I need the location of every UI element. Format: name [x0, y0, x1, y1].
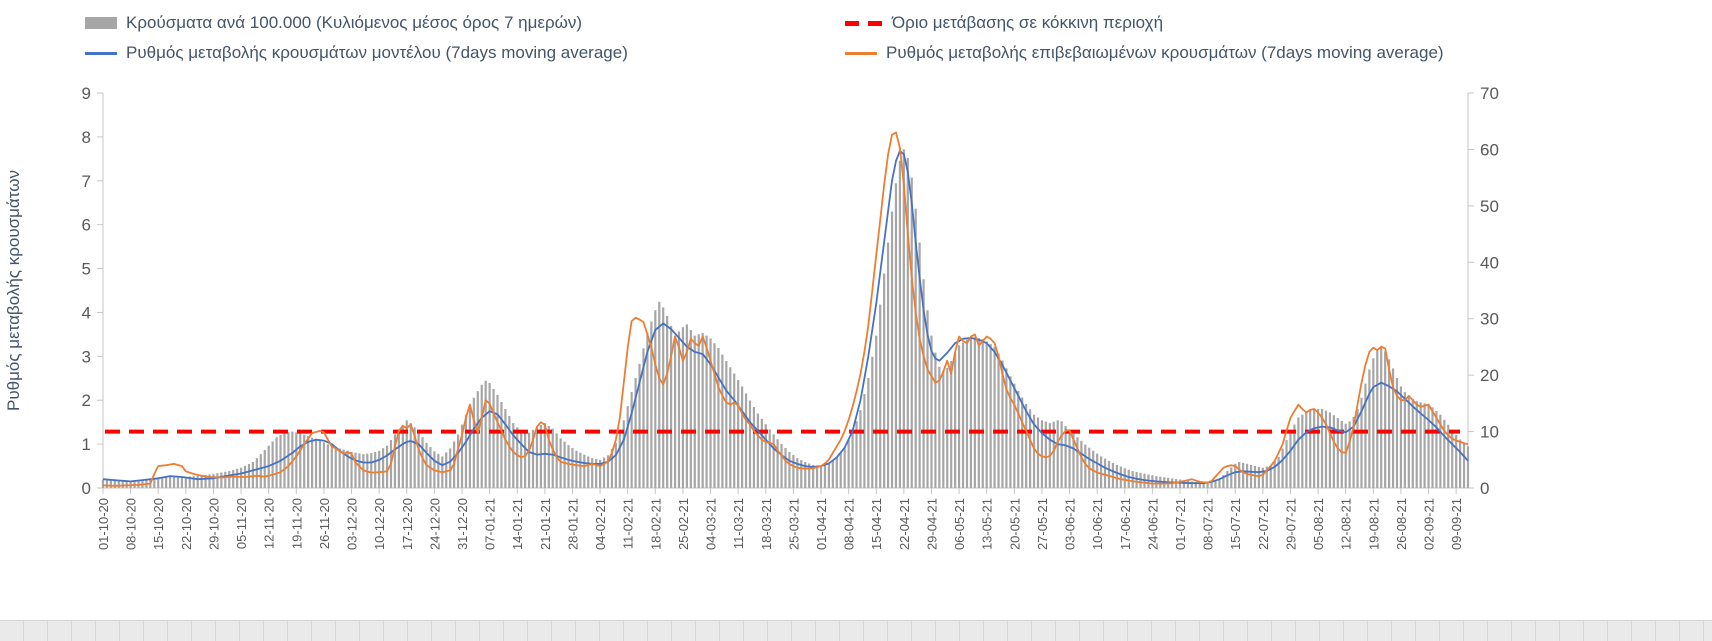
svg-text:05-11-20: 05-11-20 [234, 498, 249, 549]
svg-text:18-02-21: 18-02-21 [648, 498, 663, 550]
svg-text:26-11-20: 26-11-20 [317, 498, 332, 549]
left-axis-title: Ρυθμός μεταβολής κρουσμάτων [4, 170, 23, 411]
spreadsheet-gridline-strip [0, 620, 1712, 641]
svg-text:03-06-21: 03-06-21 [1063, 498, 1078, 550]
svg-text:04-02-21: 04-02-21 [593, 498, 608, 550]
svg-text:14-01-21: 14-01-21 [510, 498, 525, 550]
svg-text:27-05-21: 27-05-21 [1035, 498, 1050, 550]
svg-text:70: 70 [1480, 84, 1499, 103]
svg-text:18-03-21: 18-03-21 [759, 498, 774, 550]
svg-text:20-05-21: 20-05-21 [1007, 498, 1022, 550]
right-axis-labels: 0 10 20 30 40 50 60 70 [1480, 84, 1499, 498]
svg-text:25-02-21: 25-02-21 [676, 498, 691, 550]
svg-text:13-05-21: 13-05-21 [980, 498, 995, 550]
svg-text:19-08-21: 19-08-21 [1366, 498, 1381, 550]
svg-text:21-01-21: 21-01-21 [538, 498, 553, 550]
svg-text:31-12-20: 31-12-20 [455, 498, 470, 550]
svg-text:24-12-20: 24-12-20 [427, 498, 442, 550]
svg-text:29-04-21: 29-04-21 [924, 498, 939, 550]
svg-text:20: 20 [1480, 366, 1499, 385]
svg-text:3: 3 [82, 347, 91, 366]
svg-text:29-10-20: 29-10-20 [206, 498, 221, 550]
svg-text:08-04-21: 08-04-21 [842, 498, 857, 550]
svg-text:02-09-21: 02-09-21 [1422, 498, 1437, 550]
confirmed-rate-line [102, 131, 1469, 487]
svg-text:10-12-20: 10-12-20 [372, 498, 387, 550]
svg-text:01-10-20: 01-10-20 [96, 498, 111, 550]
svg-text:12-11-20: 12-11-20 [262, 498, 277, 549]
svg-text:04-03-21: 04-03-21 [704, 498, 719, 550]
svg-text:25-03-21: 25-03-21 [786, 498, 801, 550]
svg-text:4: 4 [82, 303, 91, 322]
svg-text:01-07-21: 01-07-21 [1173, 498, 1188, 550]
svg-text:10: 10 [1480, 423, 1499, 442]
legend-item-bars: Κρούσματα ανά 100.000 (Κυλιόμενος μέσος … [85, 10, 582, 36]
svg-text:12-08-21: 12-08-21 [1339, 498, 1354, 550]
bars-series [101, 149, 1470, 489]
legend-label-bars: Κρούσματα ανά 100.000 (Κυλιόμενος μέσος … [126, 13, 583, 32]
svg-text:24-06-21: 24-06-21 [1145, 498, 1160, 550]
legend-item-threshold: Όριο μετάβασης σε κόκκινη περιοχή [845, 10, 1163, 36]
svg-text:8: 8 [82, 128, 91, 147]
svg-text:06-05-21: 06-05-21 [952, 498, 967, 550]
svg-text:22-07-21: 22-07-21 [1256, 498, 1271, 550]
svg-text:17-12-20: 17-12-20 [400, 498, 415, 550]
confirmed-line-swatch-icon [845, 51, 877, 55]
svg-text:1: 1 [82, 435, 91, 454]
svg-text:03-12-20: 03-12-20 [345, 498, 360, 550]
svg-text:08-07-21: 08-07-21 [1201, 498, 1216, 550]
svg-text:0: 0 [82, 479, 91, 498]
svg-text:07-01-21: 07-01-21 [483, 498, 498, 550]
svg-text:22-04-21: 22-04-21 [897, 498, 912, 550]
x-axis-labels: 01-10-20 08-10-20 15-10-20 22-10-20 29-10-20… [96, 498, 1464, 550]
bars-swatch-icon [85, 17, 117, 29]
legend-item-confirmed: Ρυθμός μεταβολής επιβεβαιωμένων κρουσμάτ… [845, 40, 1444, 66]
model-rate-line [102, 149, 1469, 485]
svg-text:09-09-21: 09-09-21 [1449, 498, 1464, 550]
svg-text:05-08-21: 05-08-21 [1311, 498, 1326, 550]
svg-text:26-08-21: 26-08-21 [1394, 498, 1409, 550]
legend-label-confirmed: Ρυθμός μεταβολής επιβεβαιωμένων κρουσμάτ… [886, 43, 1444, 62]
svg-text:50: 50 [1480, 197, 1499, 216]
svg-text:01-04-21: 01-04-21 [814, 498, 829, 550]
legend-label-threshold: Όριο μετάβασης σε κόκκινη περιοχή [892, 13, 1164, 32]
svg-text:11-03-21: 11-03-21 [731, 498, 746, 549]
svg-text:30: 30 [1480, 310, 1499, 329]
left-axis-labels: 0 1 2 3 4 5 6 7 8 9 [82, 84, 91, 498]
svg-text:19-11-20: 19-11-20 [289, 498, 304, 549]
svg-text:29-07-21: 29-07-21 [1283, 498, 1298, 550]
svg-text:60: 60 [1480, 140, 1499, 159]
legend-label-model: Ρυθμός μεταβολής κρουσμάτων μοντέλου (7d… [126, 43, 628, 62]
svg-text:2: 2 [82, 391, 91, 410]
svg-text:28-01-21: 28-01-21 [565, 498, 580, 550]
svg-text:6: 6 [82, 216, 91, 235]
svg-text:22-10-20: 22-10-20 [179, 498, 194, 550]
svg-text:7: 7 [82, 172, 91, 191]
threshold-dash-swatch-icon [845, 20, 883, 26]
svg-text:15-10-20: 15-10-20 [151, 498, 166, 550]
svg-text:15-04-21: 15-04-21 [869, 498, 884, 550]
svg-text:15-07-21: 15-07-21 [1228, 498, 1243, 550]
svg-text:0: 0 [1480, 479, 1489, 498]
axes [97, 92, 1474, 494]
svg-text:10-06-21: 10-06-21 [1090, 498, 1105, 550]
svg-text:40: 40 [1480, 253, 1499, 272]
svg-text:11-02-21: 11-02-21 [621, 498, 636, 549]
svg-text:17-06-21: 17-06-21 [1118, 498, 1133, 550]
svg-text:08-10-20: 08-10-20 [124, 498, 139, 550]
svg-text:5: 5 [82, 260, 91, 279]
chart-legend: Κρούσματα ανά 100.000 (Κυλιόμενος μέσος … [0, 10, 1712, 72]
legend-item-model: Ρυθμός μεταβολής κρουσμάτων μοντέλου (7d… [85, 40, 628, 66]
svg-text:9: 9 [82, 84, 91, 103]
chart-canvas: 01-10-20 08-10-20 15-10-20 22-10-20 29-10-20… [82, 84, 1499, 550]
model-line-swatch-icon [85, 51, 117, 55]
